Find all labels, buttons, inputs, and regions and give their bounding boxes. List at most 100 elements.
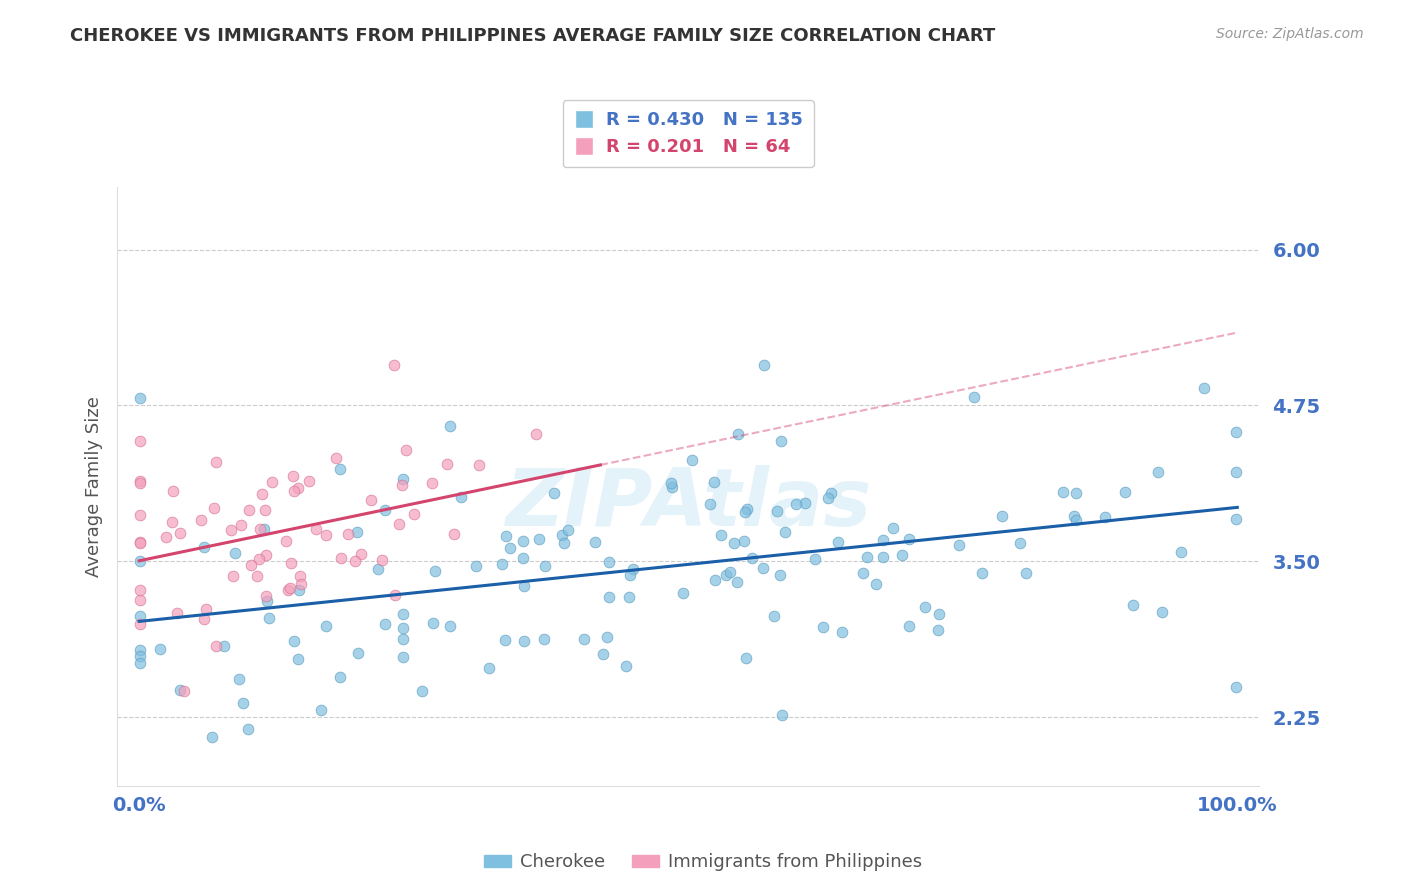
Point [280,557,302,571]
Point [754,358,776,372]
Point [512,534,534,549]
Legend: R = 0.430   N = 135, R = 0.201   N = 64: R = 0.430 N = 135, R = 0.201 N = 64 [562,101,814,167]
Point [129,474,152,488]
Point [928,607,950,622]
Point [494,633,516,648]
Point [499,541,522,555]
Point [803,552,825,566]
Point [890,548,912,562]
Point [129,609,152,624]
Point [257,611,280,625]
Point [329,462,352,476]
Point [129,582,152,597]
Point [246,569,269,583]
Point [681,452,703,467]
Point [1008,536,1031,550]
Point [592,647,614,661]
Point [557,523,579,537]
Point [249,522,271,536]
Point [1152,605,1174,619]
Point [325,451,347,466]
Point [468,458,491,473]
Point [374,503,396,517]
Point [420,475,443,490]
Point [550,528,572,542]
Point [948,538,970,552]
Point [411,684,433,698]
Point [395,442,418,457]
Point [149,641,172,656]
Point [200,731,222,745]
Point [252,487,274,501]
Point [596,630,619,644]
Point [495,529,517,543]
Point [129,536,152,550]
Point [436,457,458,471]
Point [193,541,215,555]
Point [224,546,246,560]
Point [336,527,359,541]
Point [1094,510,1116,524]
Point [129,616,152,631]
Point [970,566,993,581]
Point [727,427,749,442]
Point [865,577,887,591]
Point [205,455,228,469]
Point [703,475,725,489]
Point [963,390,986,404]
Point [773,524,796,539]
Point [533,632,555,646]
Point [718,565,741,579]
Point [328,670,350,684]
Point [388,516,411,531]
Point [277,582,299,597]
Point [423,564,446,578]
Point [391,472,413,486]
Point [621,562,644,576]
Point [236,723,259,737]
Point [811,620,834,634]
Point [346,524,368,539]
Point [214,639,236,653]
Y-axis label: Average Family Size: Average Family Size [86,396,103,577]
Point [276,533,298,548]
Point [524,426,547,441]
Point [229,518,252,533]
Point [856,549,879,564]
Point [583,534,606,549]
Point [129,657,152,671]
Point [309,703,332,717]
Point [478,661,501,675]
Point [766,504,789,518]
Point [155,530,177,544]
Point [169,682,191,697]
Point [392,650,415,665]
Point [305,523,328,537]
Point [205,639,228,653]
Point [465,559,488,574]
Point [280,582,302,596]
Point [661,480,683,494]
Point [222,569,245,583]
Point [734,505,756,519]
Point [221,523,243,537]
Point [129,553,152,567]
Point [202,501,225,516]
Point [710,528,733,542]
Legend: Cherokee, Immigrants from Philippines: Cherokee, Immigrants from Philippines [477,847,929,879]
Point [287,652,309,666]
Point [741,550,763,565]
Point [287,481,309,495]
Point [370,553,392,567]
Point [703,574,725,588]
Point [384,588,406,602]
Point [699,497,721,511]
Point [129,476,152,491]
Point [1064,485,1087,500]
Point [991,509,1014,524]
Point [1225,511,1247,525]
Point [897,619,920,633]
Point [619,568,641,582]
Point [734,651,756,665]
Point [256,594,278,608]
